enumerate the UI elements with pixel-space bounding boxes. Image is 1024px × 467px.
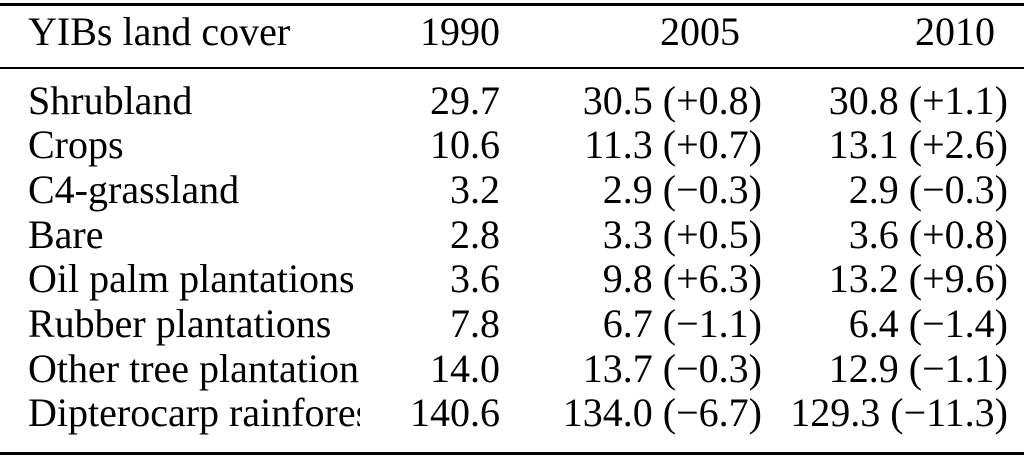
value-2005: 2.9 (−0.3)	[602, 167, 762, 212]
table-row-dipterocarp: Dipterocarp rainforest 140.6 134.0 (−6.7…	[0, 391, 1024, 453]
table-row-bare: Bare 2.8 3.3 (+0.5) 3.6 (+0.8)	[0, 213, 1024, 258]
value-2005: 11.3 (+0.7)	[584, 123, 762, 168]
row-label: Oil palm plantations	[28, 257, 355, 302]
value-2010: 6.4 (−1.4)	[848, 302, 1008, 347]
table-row-c4-grassland: C4-grassland 3.2 2.9 (−0.3) 2.9 (−0.3)	[0, 168, 1024, 213]
value-1990: 2.8	[450, 212, 500, 257]
value-2010: 13.2 (+9.6)	[828, 257, 1008, 302]
row-label: Bare	[28, 212, 104, 257]
value-1990: 3.6	[450, 257, 500, 302]
value-2005: 13.7 (−0.3)	[582, 346, 762, 391]
value-2010: 2.9 (−0.3)	[848, 167, 1008, 212]
table-body: Shrubland 29.7 30.5 (+0.8) 30.8 (+1.1) C…	[0, 68, 1024, 454]
col-header-2005: 2005	[500, 4, 762, 69]
value-1990: 29.7	[430, 77, 500, 123]
table-row-rubber: Rubber plantations 7.8 6.7 (−1.1) 6.4 (−…	[0, 302, 1024, 347]
value-1990: 3.2	[450, 167, 500, 212]
table-header: YIBs land cover 1990 2005 2010	[0, 4, 1024, 69]
value-2010: 12.9 (−1.1)	[828, 346, 1008, 391]
row-label: Dipterocarp rainforest	[28, 391, 360, 436]
value-2005: 3.3 (+0.5)	[602, 212, 762, 257]
table-row-shrubland: Shrubland 29.7 30.5 (+0.8) 30.8 (+1.1)	[0, 68, 1024, 124]
table-row-other-tree: Other tree plantations 14.0 13.7 (−0.3) …	[0, 347, 1024, 392]
value-1990: 14.0	[430, 346, 500, 391]
row-label: Other tree plantations	[28, 346, 360, 391]
value-2010: 30.8 (+1.1)	[828, 77, 1008, 123]
col-header-land-cover: YIBs land cover	[0, 4, 360, 69]
table-row-oil-palm: Oil palm plantations 3.6 9.8 (+6.3) 13.2…	[0, 257, 1024, 302]
value-2005: 9.8 (+6.3)	[602, 257, 762, 302]
row-label: C4-grassland	[28, 167, 240, 212]
col-header-1990: 1990	[360, 4, 500, 69]
row-label: Crops	[28, 123, 124, 168]
header-row: YIBs land cover 1990 2005 2010	[0, 4, 1024, 69]
value-2010: 3.6 (+0.8)	[848, 212, 1008, 257]
land-cover-table: YIBs land cover 1990 2005 2010 Shrubland…	[0, 3, 1024, 456]
col-header-2010: 2010	[762, 4, 1024, 69]
row-label: Rubber plantations	[28, 302, 332, 347]
value-2005: 6.7 (−1.1)	[602, 302, 762, 347]
row-label: Shrubland	[28, 77, 193, 123]
value-2010: 129.3 (−11.3)	[790, 391, 1008, 436]
value-2010: 13.1 (+2.6)	[828, 123, 1008, 168]
value-2005: 134.0 (−6.7)	[562, 391, 762, 436]
value-1990: 10.6	[430, 123, 500, 168]
value-1990: 140.6	[410, 391, 500, 436]
value-2005: 30.5 (+0.8)	[582, 77, 762, 123]
value-1990: 7.8	[450, 302, 500, 347]
table-row-crops: Crops 10.6 11.3 (+0.7) 13.1 (+2.6)	[0, 123, 1024, 168]
